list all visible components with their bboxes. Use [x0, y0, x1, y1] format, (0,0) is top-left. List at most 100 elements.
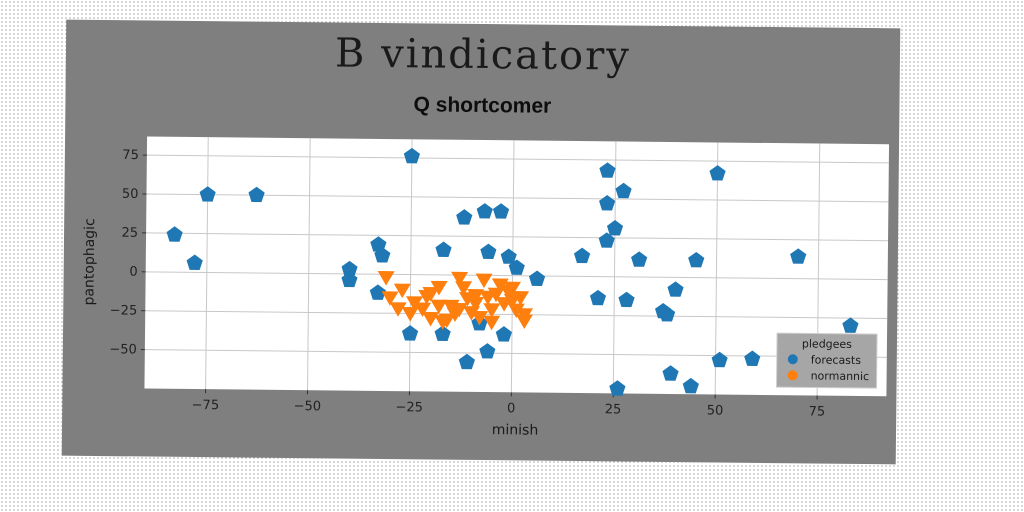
- point-forecasts: [199, 186, 216, 202]
- y-tick-label: 50: [122, 187, 139, 202]
- point-forecasts: [186, 254, 203, 270]
- legend-label: normannic: [811, 369, 870, 383]
- point-forecasts: [528, 270, 546, 286]
- point-normannic: [393, 283, 411, 299]
- y-tick-label: 75: [122, 148, 139, 163]
- point-forecasts: [599, 162, 616, 178]
- point-forecasts: [662, 365, 679, 381]
- point-normannic: [381, 291, 399, 306]
- point-normannic: [389, 302, 407, 317]
- x-tick-label: 75: [809, 404, 826, 419]
- point-forecasts: [500, 248, 517, 264]
- point-normannic: [512, 291, 530, 306]
- legend-items: forecasts normannic: [787, 353, 870, 383]
- x-grid-line: [714, 142, 719, 395]
- legend-label: forecasts: [811, 353, 862, 367]
- point-forecasts: [369, 284, 386, 300]
- point-forecasts: [341, 260, 358, 277]
- point-forecasts: [435, 241, 452, 257]
- point-forecasts: [508, 259, 525, 275]
- point-forecasts: [166, 226, 183, 242]
- chart-figure: B vindicatory Q shortcomer −75 −50 −25 0 25 5…: [61, 19, 901, 465]
- legend-title: pledgees: [802, 337, 852, 351]
- x-tick-label: 25: [605, 402, 622, 417]
- point-forecasts: [609, 380, 626, 396]
- legend-marker-normannic: [787, 370, 798, 381]
- point-forecasts: [476, 203, 493, 219]
- point-forecasts: [248, 186, 265, 203]
- point-forecasts: [573, 247, 591, 264]
- point-normannic: [414, 302, 432, 317]
- y-tick-label: 0: [129, 265, 137, 280]
- x-grid-line: [307, 138, 311, 391]
- point-forecasts: [688, 251, 705, 268]
- point-normannic: [475, 273, 493, 289]
- point-forecasts: [374, 247, 391, 263]
- y-tick-label: 25: [121, 226, 138, 241]
- legend: pledgees forecasts normannic: [775, 332, 878, 389]
- point-forecasts: [599, 195, 616, 211]
- point-normannic: [515, 314, 533, 329]
- point-forecasts: [492, 203, 510, 219]
- point-normannic: [430, 299, 448, 315]
- x-tick-label: −50: [294, 399, 322, 414]
- x-grid-line: [612, 141, 617, 394]
- point-forecasts: [667, 281, 684, 297]
- scatter-plot: −75 −50 −25 0 25 50 75 −50 −25 0 25 50 75 minish pan…: [81, 136, 890, 439]
- point-forecasts: [615, 182, 632, 199]
- point-normannic: [507, 303, 525, 318]
- y-tick-label: −50: [109, 342, 137, 357]
- point-forecasts: [709, 165, 726, 181]
- point-forecasts: [744, 350, 761, 366]
- point-forecasts: [456, 209, 473, 225]
- point-forecasts: [682, 377, 699, 394]
- point-forecasts: [479, 343, 496, 359]
- point-forecasts: [434, 325, 451, 341]
- point-forecasts: [618, 291, 635, 308]
- point-normannic: [467, 289, 485, 304]
- legend-box: [775, 332, 878, 389]
- point-normannic: [471, 310, 489, 326]
- point-normannic: [434, 315, 452, 330]
- tick-labels: −75 −50 −25 0 25 50 75 −50 −25 0 25 50 75: [109, 148, 826, 420]
- point-normannic: [503, 281, 521, 297]
- point-forecasts: [401, 325, 419, 341]
- y-grid-line: [146, 232, 889, 242]
- y-grid-line: [144, 349, 887, 358]
- y-tick-label: −25: [110, 303, 138, 318]
- x-tick-label: 50: [707, 403, 724, 418]
- x-tick-label: 0: [507, 401, 515, 416]
- point-forecasts: [659, 306, 676, 322]
- x-tick-label: −25: [395, 400, 423, 415]
- point-forecasts: [790, 248, 807, 264]
- point-forecasts: [495, 326, 512, 342]
- point-forecasts: [341, 271, 358, 288]
- legend-marker-forecasts: [787, 354, 798, 365]
- y-axis-label: pantophagic: [81, 218, 98, 305]
- point-normannic: [467, 296, 485, 312]
- point-normannic: [401, 306, 419, 322]
- data-points: [166, 147, 859, 396]
- point-forecasts: [606, 220, 624, 236]
- point-normannic: [406, 296, 424, 311]
- point-forecasts: [589, 289, 607, 306]
- point-normannic: [422, 286, 440, 302]
- point-normannic: [483, 315, 501, 331]
- point-forecasts: [598, 232, 615, 248]
- x-grid-line: [205, 137, 209, 390]
- point-normannic: [483, 303, 501, 318]
- point-normannic: [451, 271, 469, 287]
- point-forecasts: [403, 147, 421, 164]
- point-normannic: [430, 280, 448, 296]
- point-forecasts: [458, 353, 475, 370]
- point-forecasts: [711, 351, 728, 368]
- x-axis-label: minish: [492, 422, 539, 438]
- point-forecasts: [480, 243, 497, 260]
- point-forecasts: [631, 251, 648, 267]
- y-grid-line: [146, 193, 889, 203]
- x-grid-line: [408, 139, 413, 392]
- y-grid-line: [145, 271, 888, 281]
- point-forecasts: [842, 317, 859, 333]
- x-tick-label: −75: [192, 398, 220, 413]
- point-normannic: [377, 271, 395, 286]
